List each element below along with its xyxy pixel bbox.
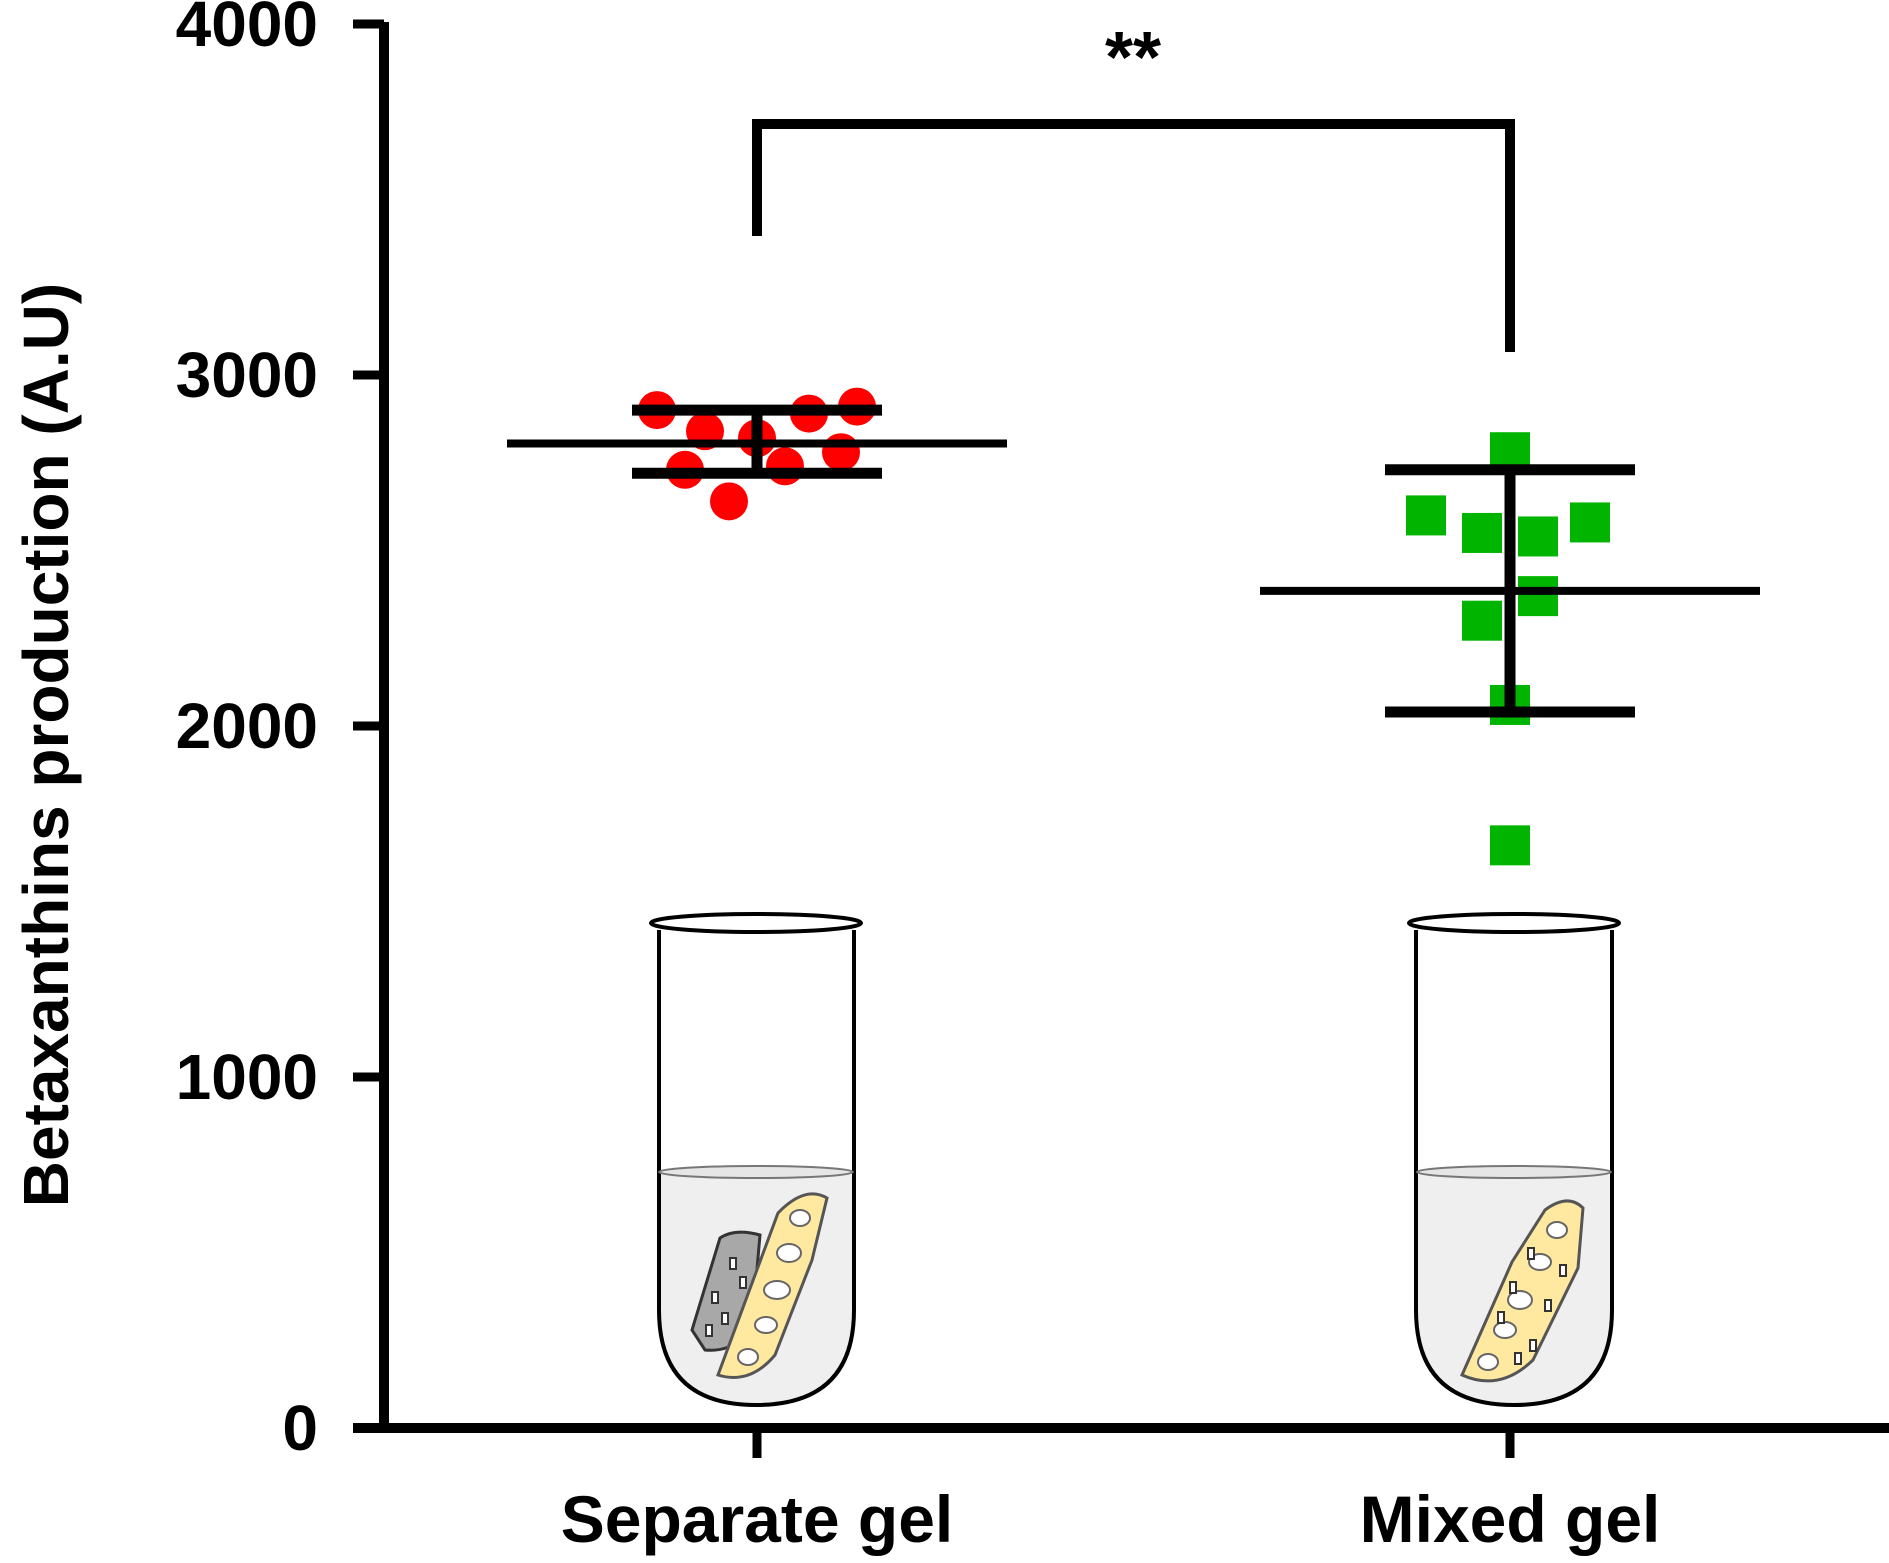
tube-rim — [649, 912, 863, 934]
y-tick-label: 3000 — [176, 339, 318, 411]
y-tick-label: 1000 — [176, 1041, 318, 1113]
data-point — [1518, 516, 1558, 557]
significance-bracket — [752, 119, 1515, 352]
test-tube-separate-gel-illustration — [649, 912, 863, 1408]
data-point — [1490, 825, 1530, 866]
y-tick-label: 4000 — [176, 0, 318, 60]
tube-outline — [1414, 930, 1614, 1408]
data-marks — [507, 387, 1760, 866]
data-point — [1462, 600, 1502, 641]
series-separate-gel — [507, 387, 1007, 521]
data-point — [1406, 495, 1446, 536]
series-mixed-gel — [1260, 432, 1760, 866]
test-tube-mixed-gel-illustration — [1407, 912, 1621, 1408]
tube-outline — [657, 930, 856, 1408]
x-label-mixed-gel: Mixed gel — [1360, 1482, 1661, 1556]
data-point — [1462, 512, 1502, 553]
liquid-surface — [658, 1165, 854, 1179]
data-point — [1518, 576, 1558, 617]
data-point — [766, 447, 804, 486]
y-tick-label: 2000 — [176, 690, 318, 762]
y-ticks: 0 1000 2000 3000 4000 — [176, 0, 384, 1464]
significance-label: ** — [1105, 18, 1161, 98]
y-tick-label: 0 — [282, 1392, 318, 1464]
x-label-separate-gel: Separate gel — [561, 1482, 954, 1556]
y-axis-title: Betaxanthins production (A.U) — [10, 283, 82, 1207]
data-point — [1570, 502, 1610, 543]
liquid-surface — [1416, 1165, 1612, 1179]
tube-rim — [1407, 912, 1621, 934]
data-point — [822, 433, 860, 472]
data-point — [710, 482, 748, 521]
